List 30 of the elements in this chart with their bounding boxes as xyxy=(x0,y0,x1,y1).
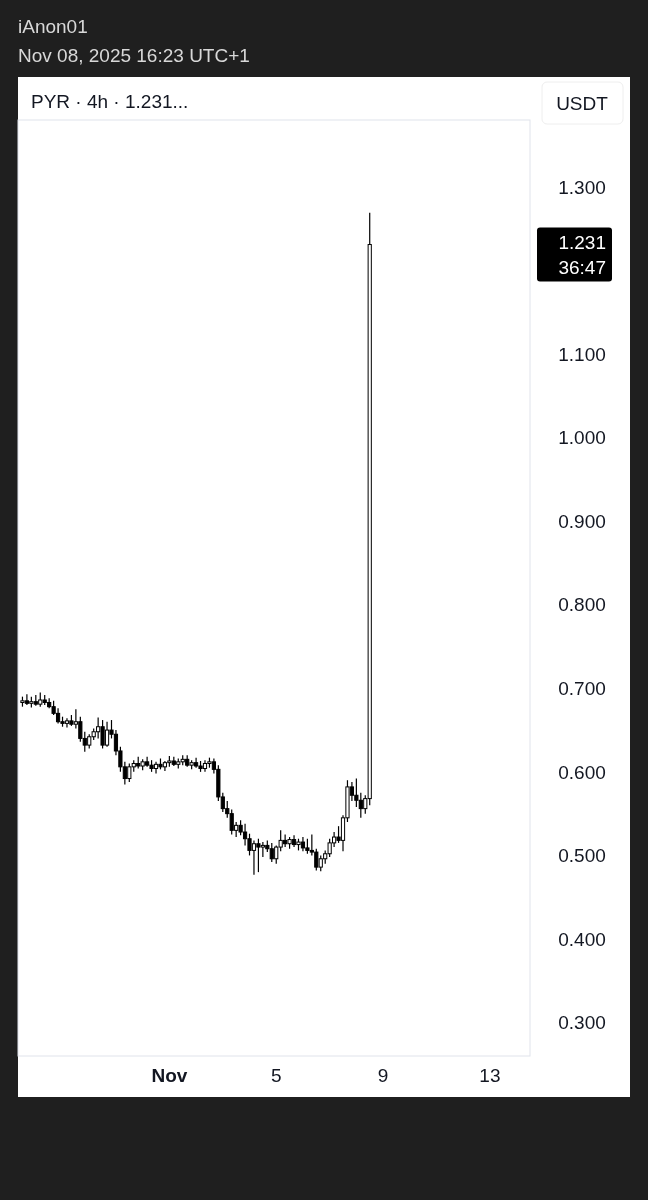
y-tick-label: 0.800 xyxy=(558,594,606,616)
candlestick xyxy=(64,717,70,729)
candlestick xyxy=(251,839,257,876)
y-axis-title: USDT xyxy=(556,93,609,114)
y-tick-label: 1.000 xyxy=(558,427,606,449)
chart-title: PYR · 4h · 1.231... xyxy=(31,91,189,112)
y-tick-label: 0.300 xyxy=(558,1012,606,1034)
y-tick-label: 1.300 xyxy=(558,176,606,198)
x-tick-label: 9 xyxy=(377,1065,389,1086)
y-tick-label: 0.500 xyxy=(558,845,606,867)
text: 36:47 xyxy=(558,257,606,279)
candlestick xyxy=(104,721,110,748)
candlestick xyxy=(127,762,132,783)
y-tick-label: 0.400 xyxy=(558,928,606,950)
candlestick xyxy=(100,719,105,750)
y-tick-label: 0.700 xyxy=(558,677,606,699)
y-tick-label: 1.100 xyxy=(558,343,606,365)
y-tick-label: 0.600 xyxy=(558,761,606,783)
candlestick xyxy=(256,838,261,873)
text: iAnon01 xyxy=(18,16,88,37)
candlestick xyxy=(153,761,159,775)
candlestick xyxy=(314,848,319,872)
x-tick-label: 13 xyxy=(479,1065,501,1086)
text: Nov 08, 2025 16:23 UTC+1 xyxy=(18,45,250,66)
y-tick-label: 0.900 xyxy=(558,510,606,532)
text: 1.231 xyxy=(558,232,606,254)
candlestick xyxy=(274,844,279,865)
x-tick-label: Nov xyxy=(151,1065,188,1086)
candlestick xyxy=(269,842,274,863)
x-tick-label: 5 xyxy=(270,1065,282,1086)
